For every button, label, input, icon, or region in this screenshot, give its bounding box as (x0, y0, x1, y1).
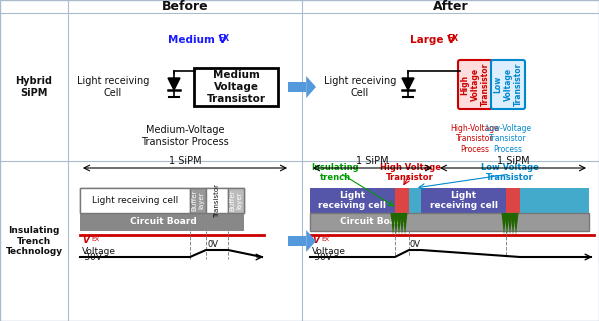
Polygon shape (513, 213, 519, 235)
Polygon shape (391, 213, 395, 235)
FancyBboxPatch shape (194, 68, 278, 106)
Text: Medium-Voltage
Transistor Process: Medium-Voltage Transistor Process (141, 125, 229, 147)
Polygon shape (504, 213, 510, 235)
Bar (288, 236, 306, 246)
Text: EX: EX (447, 34, 458, 43)
Text: EX: EX (91, 237, 99, 242)
Bar (80, 188, 244, 231)
Text: Buffer
layer: Buffer layer (192, 190, 204, 211)
Text: -30V: -30V (312, 253, 333, 262)
Text: EX: EX (321, 237, 329, 242)
Bar (310, 213, 589, 231)
Text: Medium
Voltage
Transistor: Medium Voltage Transistor (207, 70, 265, 104)
Text: 0V: 0V (410, 240, 421, 249)
Text: 1 SiPM: 1 SiPM (497, 156, 530, 166)
Bar (421, 188, 506, 213)
Bar (288, 82, 306, 92)
Bar (206, 188, 228, 213)
Text: Hybrid
SiPM: Hybrid SiPM (16, 76, 53, 98)
Bar (395, 188, 409, 213)
Text: Light
receiving cell: Light receiving cell (429, 191, 498, 210)
Bar (409, 188, 421, 213)
Text: After: After (432, 0, 468, 13)
Polygon shape (507, 213, 513, 235)
Text: Medium V: Medium V (168, 35, 226, 45)
Text: V: V (312, 236, 319, 245)
Text: 1 SiPM: 1 SiPM (356, 156, 389, 166)
Text: 1 SiPM: 1 SiPM (169, 156, 201, 166)
Text: Light receiving cell: Light receiving cell (92, 196, 178, 205)
Text: Voltage: Voltage (312, 247, 346, 256)
Text: Insulating
Trench
Technology: Insulating Trench Technology (5, 226, 62, 256)
Text: EX: EX (218, 34, 229, 43)
Text: Insulating
trench: Insulating trench (311, 163, 359, 182)
Text: Circuit Board: Circuit Board (340, 218, 407, 227)
Bar (520, 188, 589, 213)
Polygon shape (394, 213, 398, 235)
Text: Light receiving
Cell: Light receiving Cell (77, 76, 149, 98)
Polygon shape (306, 76, 316, 98)
Polygon shape (403, 213, 407, 235)
FancyBboxPatch shape (458, 60, 492, 109)
Text: 0V: 0V (207, 240, 218, 249)
Bar (506, 188, 520, 213)
Bar (310, 188, 395, 213)
Polygon shape (510, 213, 516, 235)
Bar (80, 188, 190, 213)
Text: -30V: -30V (82, 253, 103, 262)
Polygon shape (168, 78, 180, 90)
Bar (190, 188, 206, 213)
Text: Large V: Large V (410, 35, 455, 45)
Text: Light receiving
Cell: Light receiving Cell (324, 76, 396, 98)
Text: Circuit Board: Circuit Board (130, 218, 196, 227)
Text: High Voltage
Transistor: High Voltage Transistor (380, 163, 440, 182)
Polygon shape (397, 213, 401, 235)
Text: High-Voltage
Transistor
Process: High-Voltage Transistor Process (450, 124, 500, 154)
Polygon shape (402, 78, 414, 90)
Text: Transistor: Transistor (214, 184, 220, 218)
Text: High
Voltage
Transistor: High Voltage Transistor (460, 63, 490, 106)
FancyBboxPatch shape (491, 60, 525, 109)
Text: Low-Voltage
Transistor
Process: Low-Voltage Transistor Process (485, 124, 531, 154)
Text: Light
receiving cell: Light receiving cell (319, 191, 386, 210)
Polygon shape (306, 230, 316, 252)
Text: Low
Voltage
Transistor: Low Voltage Transistor (493, 63, 523, 106)
Text: Buffer
layer: Buffer layer (229, 190, 243, 211)
Bar (310, 213, 589, 231)
Text: Before: Before (162, 0, 208, 13)
Text: V: V (82, 236, 89, 245)
Bar (228, 188, 244, 213)
Text: Voltage: Voltage (82, 247, 116, 256)
Polygon shape (501, 213, 507, 235)
Text: Low Voltage
Transistor: Low Voltage Transistor (481, 163, 539, 182)
Bar (80, 213, 244, 231)
Polygon shape (400, 213, 404, 235)
